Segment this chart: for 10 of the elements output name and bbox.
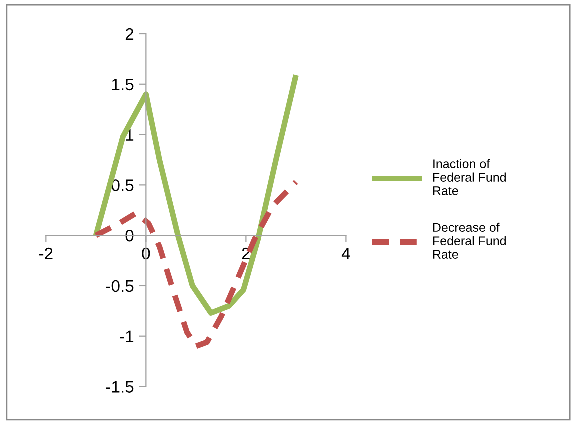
y-tick-label: -0.5	[106, 280, 134, 292]
legend-label: Inaction of Federal Fund Rate	[433, 159, 506, 196]
y-tick-label: -1	[120, 330, 134, 342]
y-tick-label: 1.5	[112, 78, 134, 91]
x-tick-label: 0	[142, 248, 150, 260]
y-tick-label: -1.5	[106, 381, 134, 393]
y-tick-label: 2	[126, 28, 134, 40]
x-tick-label: -2	[39, 248, 53, 260]
legend-label: Decrease of Federal Fund Rate	[433, 222, 506, 259]
x-tick-label: 4	[342, 248, 350, 260]
